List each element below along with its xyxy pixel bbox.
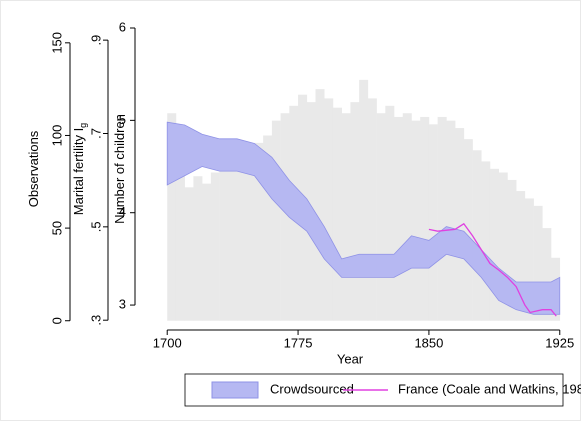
- y-axis-title-text: Marital fertility I: [71, 128, 86, 215]
- y-tick-label: .5: [88, 221, 103, 232]
- observation-bar: [254, 142, 264, 321]
- y-tick-label: 6: [119, 19, 126, 34]
- observation-bar: [219, 157, 229, 321]
- x-tick-label: 1775: [284, 335, 313, 350]
- observation-bar: [167, 113, 177, 321]
- y-tick-label: .7: [88, 128, 103, 139]
- france-line: [428, 222, 557, 317]
- observation-bar: [332, 107, 342, 321]
- y-tick-label: 100: [49, 125, 64, 147]
- observation-bar: [542, 228, 552, 321]
- observation-bar: [193, 176, 203, 321]
- observation-bar: [533, 205, 543, 321]
- legend-label: Crowdsourced: [270, 381, 354, 396]
- observation-bar: [446, 120, 456, 321]
- plot-area: [166, 79, 561, 321]
- observation-bar: [516, 191, 526, 321]
- observation-bar: [228, 153, 238, 321]
- observation-bar: [237, 150, 247, 321]
- observation-bar: [481, 161, 491, 321]
- x-axis-title: Year: [337, 351, 364, 366]
- observation-bar: [271, 120, 281, 321]
- y-axis-title: Observations: [26, 130, 41, 207]
- observation-bar: [324, 98, 334, 321]
- observation-bar: [489, 168, 500, 321]
- observation-bar: [350, 102, 360, 321]
- observation-bar: [394, 116, 404, 321]
- y-tick-label: 3: [119, 297, 126, 312]
- band-area: [166, 121, 561, 315]
- y-axis-title-text: Observations: [26, 130, 41, 207]
- observation-bar: [245, 144, 255, 321]
- observation-bar: [175, 163, 185, 321]
- observation-bar: [367, 98, 377, 321]
- observation-bar: [263, 135, 273, 321]
- legend-swatch-band: [211, 381, 259, 399]
- y-tick-label: .3: [88, 315, 103, 326]
- y-tick-label: 5: [119, 112, 126, 127]
- observation-bar: [184, 187, 194, 321]
- observation-bar: [498, 172, 508, 321]
- y-tick-label: .9: [88, 35, 103, 46]
- y-axis-title-text: Number of children: [112, 114, 127, 224]
- observation-bar: [428, 124, 438, 321]
- observation-bar: [524, 198, 534, 321]
- observation-bar: [472, 150, 482, 321]
- observation-bar: [507, 179, 517, 321]
- observation-bar: [341, 113, 351, 321]
- observation-bar: [455, 128, 465, 321]
- observation-bar: [280, 113, 290, 321]
- x-tick-label: 1850: [414, 335, 443, 350]
- x-tick-label: 1925: [545, 335, 574, 350]
- observation-bar: [315, 89, 325, 321]
- y-tick-label: 150: [49, 32, 64, 54]
- observation-bar: [385, 105, 395, 321]
- observation-bar: [420, 116, 430, 321]
- observation-bar: [437, 116, 447, 321]
- observation-bar: [411, 120, 421, 321]
- observation-bar: [402, 113, 412, 321]
- y-tick-label: 4: [119, 204, 126, 219]
- x-tick-label: 1700: [153, 335, 182, 350]
- y-axis-title: Marital fertility Ig: [71, 123, 88, 215]
- observation-bar: [359, 79, 369, 321]
- observation-bar: [210, 172, 220, 321]
- y-tick-label: 0: [49, 317, 64, 324]
- observation-bar: [202, 183, 212, 321]
- y-axis-title: Number of children: [112, 114, 127, 224]
- legend-label: France (Coale and Watkins, 1986): [398, 381, 581, 396]
- y-tick-label: 50: [49, 221, 64, 235]
- observation-bar: [376, 113, 386, 321]
- y-axis-title-subscript: g: [78, 123, 88, 128]
